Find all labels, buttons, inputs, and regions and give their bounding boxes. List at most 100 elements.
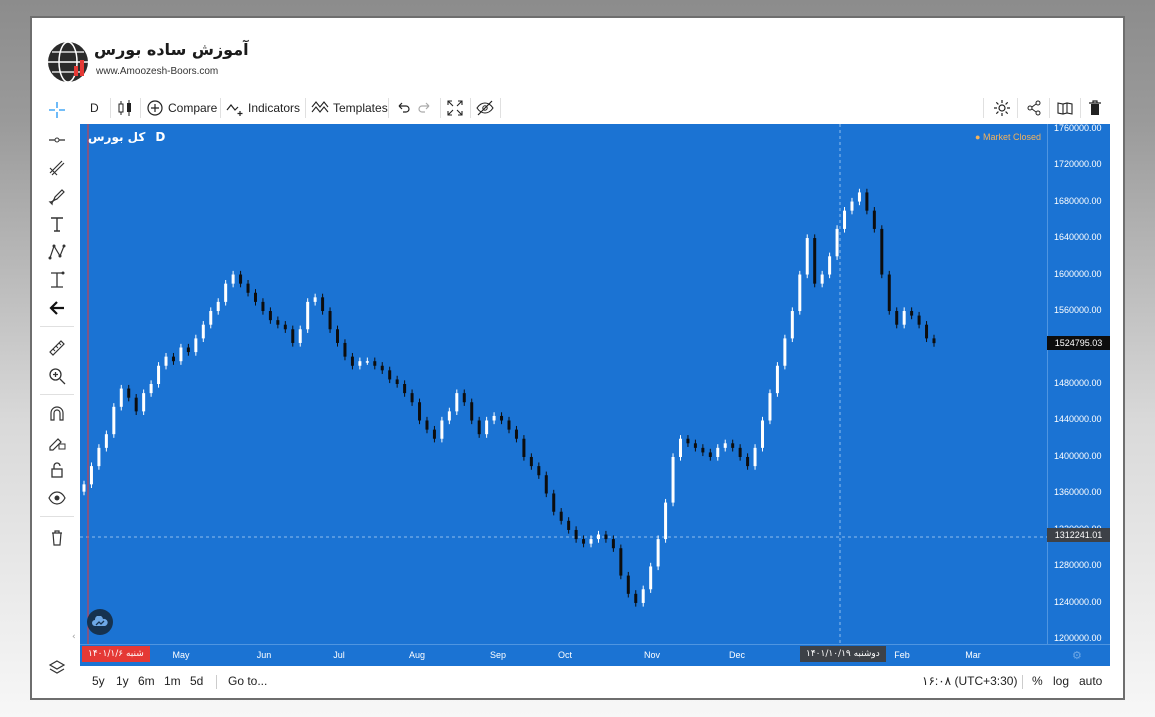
candle [142, 389, 146, 416]
price-label: 1480000.00 [1054, 378, 1102, 388]
site-logo: آموزش ساده بورس www.Amoozesh-Boors.com [46, 38, 249, 88]
cloud-logo-icon[interactable] [87, 609, 113, 635]
candle [246, 280, 250, 297]
range-5d[interactable]: 5d [190, 674, 204, 688]
share-icon[interactable] [1025, 96, 1043, 120]
unlock-icon[interactable] [42, 458, 72, 482]
indicators-button[interactable]: Indicators [226, 96, 300, 120]
delete-icon[interactable] [1086, 96, 1104, 120]
plus-circle-icon [147, 100, 163, 116]
log-toggle[interactable]: log [1053, 674, 1070, 688]
candle [574, 526, 578, 543]
brush-icon[interactable] [42, 184, 72, 208]
candle [596, 530, 600, 543]
candle [500, 412, 504, 425]
snapshot-icon[interactable] [1056, 96, 1074, 120]
candle [559, 508, 563, 525]
candle [798, 270, 802, 315]
candle [671, 453, 675, 507]
candle [171, 352, 175, 365]
price-label: 1280000.00 [1054, 560, 1102, 571]
candle [731, 439, 735, 452]
text-icon[interactable] [42, 212, 72, 236]
chart-pane[interactable]: کل بورس D ● Market Closed [80, 124, 1047, 644]
crosshair-date-tag: دوشنبه ۱۴۰۱/۱۰/۱۹ [800, 646, 886, 662]
range-6m[interactable]: 6m [138, 674, 155, 688]
candle [835, 225, 839, 260]
pattern-icon[interactable] [42, 240, 72, 264]
compare-button[interactable]: Compare [146, 96, 217, 120]
templates-icon [311, 101, 329, 113]
ruler-icon[interactable] [42, 336, 72, 360]
interval-selector[interactable]: D [90, 101, 99, 115]
candle [313, 293, 317, 306]
candle [738, 444, 742, 461]
candle [649, 562, 653, 593]
settings-gear-icon[interactable] [993, 96, 1011, 120]
toolbar-divider [40, 516, 74, 517]
toolbar-divider [140, 98, 141, 118]
range-1m[interactable]: 1m [164, 674, 181, 688]
toolbar-divider [305, 98, 306, 118]
percent-toggle[interactable]: % [1032, 674, 1043, 688]
auto-toggle[interactable]: auto [1079, 674, 1103, 688]
redo-icon[interactable] [416, 96, 434, 120]
candle [447, 407, 451, 425]
price-axis[interactable]: 1760000.00 1720000.00 1680000.00 1640000.00… [1047, 123, 1110, 644]
fullscreen-icon[interactable] [446, 96, 464, 120]
candle [410, 389, 414, 406]
candle [477, 416, 481, 438]
candle [775, 362, 779, 397]
time-axis[interactable]: May Jun Jul Aug Sep Oct Nov Dec Feb Mar … [80, 644, 1110, 666]
layers-icon[interactable] [42, 656, 72, 680]
time-label: Oct [557, 650, 573, 660]
candle [485, 416, 489, 438]
candle [701, 444, 705, 457]
horizontal-line-icon[interactable] [42, 128, 72, 152]
price-label: 1560000.00 [1054, 305, 1102, 316]
candle [268, 307, 272, 324]
measure-icon[interactable] [42, 268, 72, 292]
timezone-clock[interactable]: ۱۶:۰۸ (UTC+3:30) [922, 674, 1018, 688]
axis-settings-gear-icon[interactable]: ⚙ [1072, 649, 1082, 662]
candles-icon[interactable] [116, 96, 134, 120]
candle [425, 416, 429, 434]
candle [291, 325, 295, 347]
start-date-tag: شنبه ۱۴۰۱/۱/۶ [82, 646, 150, 662]
candle [253, 289, 257, 306]
eye-icon[interactable] [42, 486, 72, 510]
toolbar-divider [440, 98, 441, 118]
range-5y[interactable]: 5y [92, 674, 105, 688]
range-1y[interactable]: 1y [116, 674, 129, 688]
candle [343, 339, 347, 361]
undo-icon[interactable] [394, 96, 412, 120]
candlestick-chart[interactable] [80, 124, 1047, 644]
back-arrow-icon[interactable] [42, 296, 72, 320]
candle [626, 571, 630, 598]
toolbar-divider [388, 98, 389, 118]
zoom-in-icon[interactable] [42, 364, 72, 388]
candle [544, 471, 548, 498]
candle [492, 412, 496, 425]
hide-drawings-icon[interactable] [476, 96, 494, 120]
candle [925, 321, 929, 343]
candle [418, 398, 422, 425]
candle [388, 366, 392, 384]
toolbar-divider [40, 394, 74, 395]
candle [820, 270, 824, 288]
lock-drawing-icon[interactable] [42, 430, 72, 454]
top-toolbar: D Compare Indicators Templates [80, 94, 1110, 122]
templates-button[interactable]: Templates [311, 96, 388, 120]
time-label: Dec [728, 650, 746, 660]
candle [328, 307, 332, 333]
collapse-toolbar-icon[interactable]: ‹ [72, 632, 76, 642]
crosshair-icon[interactable] [42, 98, 72, 122]
trend-lines-icon[interactable] [42, 156, 72, 180]
goto-button[interactable]: Go to... [228, 674, 268, 688]
candle [373, 357, 377, 370]
magnet-icon[interactable] [42, 402, 72, 426]
candle [157, 362, 161, 388]
trash-icon[interactable] [42, 526, 72, 550]
candle [97, 444, 101, 470]
candle [119, 384, 123, 411]
